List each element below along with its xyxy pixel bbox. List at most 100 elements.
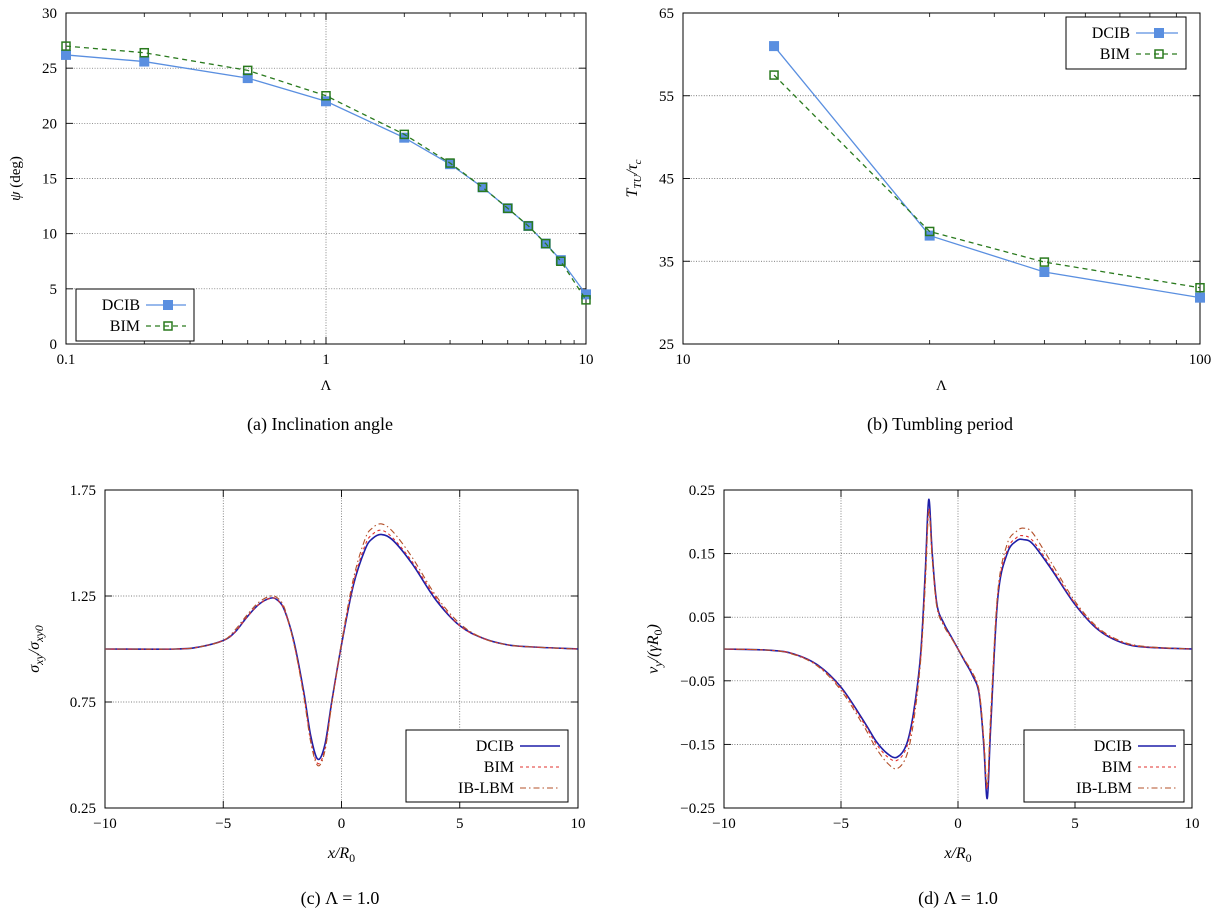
data-point-bim	[242, 65, 253, 76]
chart-a: 0 5 10 15 20 25 30 0.1 1 10 Λψ (deg) DCIB BIM	[8, 6, 594, 394]
legend-label-dcib: DCIB	[1092, 25, 1130, 42]
y-tick-label: 35	[659, 254, 674, 270]
x-axis-label: x/R0	[943, 845, 971, 865]
legend-label-bim: BIM	[484, 759, 514, 776]
legend-marker-dcib	[163, 300, 173, 310]
x-tick-label: 5	[456, 816, 464, 832]
y-axis-label: σxy/σxy0	[26, 625, 46, 673]
data-point-bim	[540, 238, 551, 249]
data-point-dcib	[139, 56, 150, 67]
x-tick-label: 10	[1185, 816, 1200, 832]
legend-box	[1023, 729, 1185, 803]
y-tick-label: 45	[659, 172, 674, 188]
y-tick-label: 5	[50, 282, 58, 298]
data-point-bim	[1195, 282, 1205, 293]
x-tick-label: 10	[579, 352, 594, 368]
x-axis-label: Λ	[321, 378, 332, 394]
x-tick-label: 0	[338, 816, 346, 832]
y-tick-label: 0.15	[689, 547, 715, 563]
legend-label-bim: BIM	[1102, 759, 1132, 776]
y-tick-label: −0.15	[680, 737, 715, 753]
data-point-bim	[581, 295, 591, 305]
data-point-dcib	[1195, 292, 1205, 303]
x-axis-label: Λ	[936, 378, 947, 394]
y-tick-label: −0.05	[680, 674, 715, 690]
y-tick-label: 0	[50, 337, 58, 353]
legend-marker-bim	[163, 321, 173, 331]
y-tick-label: 0.05	[689, 610, 715, 626]
legend-a: DCIB BIM	[75, 288, 195, 342]
data-point-bim	[399, 129, 410, 140]
data-point-bim	[61, 41, 71, 51]
data-point-dcib	[1039, 267, 1050, 278]
data-point-bim	[1039, 257, 1050, 267]
x-tick-label: 5	[1071, 816, 1079, 832]
x-tick-label: 1	[322, 352, 330, 368]
legend-marker-bim	[1154, 49, 1164, 59]
chart-d: −0.25 −0.15 −0.05 0.05 0.15 0.25 −10 −5 0 5 10 x/R0…	[645, 483, 1200, 865]
series-line-bim	[723, 508, 1193, 790]
grid-b	[683, 95, 1200, 262]
data-point-dcib	[769, 41, 780, 52]
legend-d: DCIB BIM IB-LBM	[1023, 729, 1185, 803]
y-tick-label: 0.75	[70, 695, 96, 711]
series-line-bim	[65, 45, 587, 301]
legend-label-ib-lbm: IB-LBM	[1076, 780, 1132, 797]
data-point-dcib	[581, 289, 591, 300]
series-line-ib-lbm	[104, 523, 579, 767]
series-line-ib-lbm	[723, 511, 1193, 787]
data-point-dcib	[321, 96, 331, 107]
plot-frame	[682, 12, 1201, 345]
x-tick-label: 10	[676, 352, 691, 368]
legend-box	[75, 288, 195, 342]
legend-b: DCIB BIM	[1065, 16, 1187, 70]
legend-label-dcib: DCIB	[1094, 738, 1132, 755]
x-tick-label: −10	[93, 816, 116, 832]
data-point-bim	[769, 70, 779, 80]
x-tick-label: 10	[571, 816, 586, 832]
y-tick-label: 10	[42, 227, 57, 243]
x-axis-label: x/R0	[327, 845, 355, 865]
legend-c: DCIB BIM IB-LBM	[405, 729, 569, 803]
caption-c: (c) Λ = 1.0	[300, 888, 380, 908]
y-tick-label: 20	[42, 116, 57, 132]
y-axis-label: vy/(γR0)	[645, 624, 665, 674]
chart-b: 25 35 45 55 65 10 100 Λ TTU/τc DCIB BIM	[624, 6, 1211, 394]
y-tick-label: 0.25	[689, 483, 715, 499]
legend-label-bim: BIM	[1100, 46, 1130, 63]
x-tick-label: −5	[833, 816, 849, 832]
y-tick-label: 15	[42, 172, 57, 188]
data-point-bim	[556, 256, 566, 266]
y-tick-label: 65	[659, 6, 674, 22]
y-axis-label: ψ (deg)	[8, 156, 24, 201]
y-tick-label: 1.25	[70, 589, 96, 605]
x-tick-label: −10	[712, 816, 735, 832]
y-tick-label: −0.25	[680, 801, 715, 817]
x-tick-label: 0.1	[57, 352, 76, 368]
caption-b: (b) Tumbling period	[866, 414, 1013, 434]
series-line-bim	[773, 74, 1201, 289]
series-line-bim	[104, 529, 579, 765]
legend-label-bim: BIM	[110, 318, 140, 335]
legend-box	[405, 729, 569, 803]
caption-a: (a) Inclination angle	[247, 414, 393, 434]
legend-marker-dcib	[1154, 28, 1164, 38]
data-point-bim	[139, 47, 150, 58]
plot-frame	[65, 12, 587, 345]
y-tick-label: 25	[659, 337, 674, 353]
y-tick-label: 0.25	[70, 801, 96, 817]
y-tick-label: 1.75	[70, 483, 96, 499]
series-line-dcib	[773, 45, 1201, 299]
y-tick-label: 55	[659, 89, 674, 105]
chart-c: 0.25 0.75 1.25 1.75 −10 −5 0 5 10 x/R0 σxy/σxy0 DCI…	[26, 483, 586, 865]
legend-label-dcib: DCIB	[102, 297, 140, 314]
data-point-dcib	[242, 73, 253, 84]
y-tick-label: 25	[42, 61, 57, 77]
data-point-bim	[445, 158, 455, 168]
data-point-bim	[321, 91, 331, 101]
legend-box	[1065, 16, 1187, 70]
x-tick-label: 100	[1189, 352, 1212, 368]
x-tick-label: −5	[215, 816, 231, 832]
data-point-bim	[502, 203, 513, 214]
